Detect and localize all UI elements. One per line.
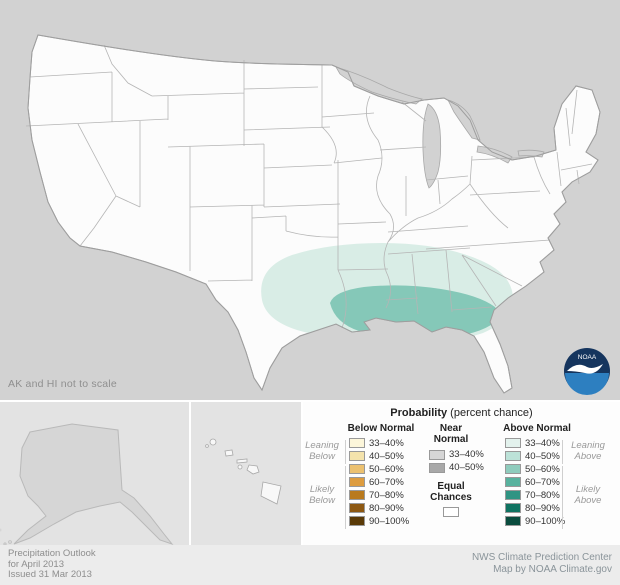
legend-above-normal-column: Above Normal 33–40% 40–50% 50–60% 60–70%… xyxy=(495,423,605,529)
island-hawaii xyxy=(260,481,282,505)
hawaii-inset-background xyxy=(191,402,301,545)
leaning-above-label: Leaning Above xyxy=(571,440,605,462)
lake-ontario xyxy=(517,149,545,158)
legend-row: 80–90% xyxy=(349,503,423,514)
island-lanai xyxy=(237,464,243,470)
footer-map-credit: Map by NOAA Climate.gov xyxy=(493,563,612,575)
noaa-logo-text: NOAA xyxy=(578,354,597,361)
below-normal-header: Below Normal xyxy=(347,423,415,434)
above-swatch xyxy=(505,438,521,448)
legend-row: 90–100% xyxy=(505,516,605,527)
equal-chances-block: Equal Chances xyxy=(421,481,481,517)
alaska-inset xyxy=(0,402,189,546)
above-swatch xyxy=(505,451,521,461)
below-swatch xyxy=(349,438,365,448)
hawaii-inset xyxy=(191,402,301,545)
above-normal-header: Above Normal xyxy=(503,423,571,434)
legend-row: 70–80% xyxy=(505,490,605,501)
legend-row: 60–70% xyxy=(505,477,605,488)
conus-map-svg xyxy=(0,0,620,400)
island-kauai xyxy=(209,438,217,446)
legend-row: 40–50% xyxy=(505,451,605,462)
above-swatch xyxy=(505,503,521,513)
likely-above-bracket xyxy=(562,466,563,529)
us-outline xyxy=(27,34,601,394)
footer-source: NWS Climate Prediction Center xyxy=(471,552,612,563)
legend-panel: Probability (percent chance) Below Norma… xyxy=(303,402,620,545)
legend-row: 33–40% xyxy=(429,449,484,460)
legend-near-normal-column: Near Normal 33–40% 40–50% Equal Chances xyxy=(421,423,484,517)
near-swatch xyxy=(429,449,445,460)
hawaii-inset-svg xyxy=(191,402,301,545)
state-borders xyxy=(25,44,593,329)
aleutian-island xyxy=(8,540,12,544)
above-swatch xyxy=(505,516,521,526)
bottom-strip: Probability (percent chance) Below Norma… xyxy=(0,402,620,546)
legend-row: 90–100% xyxy=(349,516,423,527)
below-swatch xyxy=(349,464,365,474)
footer-issue-info: Precipitation Outlook for April 2013 Iss… xyxy=(8,548,96,581)
lake-huron xyxy=(447,99,481,141)
alaska-island xyxy=(0,528,2,532)
lake-michigan xyxy=(422,103,442,189)
below-swatch xyxy=(349,477,365,487)
above-swatch xyxy=(505,477,521,487)
footer-period: for April 2013 xyxy=(8,558,64,570)
footer-credits: NWS Climate Prediction Center Map by NOA… xyxy=(472,552,612,575)
near-swatch xyxy=(429,462,445,473)
noaa-seagull-icon xyxy=(567,364,603,374)
lake-superior xyxy=(335,66,423,105)
legend-row: 33–40% xyxy=(505,438,605,449)
footer: Precipitation Outlook for April 2013 Iss… xyxy=(0,545,620,585)
legend-row: 50–60% xyxy=(349,464,423,475)
leaning-below-bracket xyxy=(345,440,346,464)
near-normal-header: Near Normal xyxy=(433,423,469,445)
scale-note: AK and HI not to scale xyxy=(8,378,117,390)
footer-issued-date: Issued 31 Mar 2013 xyxy=(8,569,92,580)
noaa-logo: NOAA xyxy=(564,348,610,395)
legend-row: 50–60% xyxy=(505,464,605,475)
legend-row: 40–50% xyxy=(349,451,423,462)
equal-chances-swatch xyxy=(443,507,459,517)
above-swatch xyxy=(505,464,521,474)
legend-row: 70–80% xyxy=(349,490,423,501)
legend-row: 33–40% xyxy=(349,438,423,449)
noaa-logo-sea xyxy=(565,373,609,395)
below-swatch xyxy=(349,503,365,513)
above-swatch xyxy=(505,490,521,500)
legend-title: Probability (percent chance) xyxy=(390,407,533,419)
legend-row: 80–90% xyxy=(505,503,605,514)
legend-row: 40–50% xyxy=(429,462,484,473)
island-maui xyxy=(246,464,260,475)
island-molokai xyxy=(236,458,248,464)
equal-chances-label: Equal Chances xyxy=(430,481,472,503)
legend-row: 60–70% xyxy=(349,477,423,488)
below-swatch xyxy=(349,451,365,461)
leaning-below-label: Leaning Below xyxy=(305,440,339,462)
island-niihau xyxy=(205,444,209,448)
conus-precipitation-map: AK and HI not to scale NOAA xyxy=(0,0,620,400)
alaska-inset-svg xyxy=(0,402,189,546)
island-oahu xyxy=(224,449,234,457)
likely-below-label: Likely Below xyxy=(309,484,335,506)
likely-below-bracket xyxy=(345,466,346,529)
footer-title: Precipitation Outlook xyxy=(8,548,96,559)
leaning-above-bracket xyxy=(562,440,563,464)
legend-below-normal-column: Below Normal 33–40% 40–50% 50–60% 60–70%… xyxy=(339,423,423,529)
below-swatch xyxy=(349,516,365,526)
likely-above-label: Likely Above xyxy=(574,484,602,506)
alaska-landmass xyxy=(13,423,174,546)
below-swatch xyxy=(349,490,365,500)
